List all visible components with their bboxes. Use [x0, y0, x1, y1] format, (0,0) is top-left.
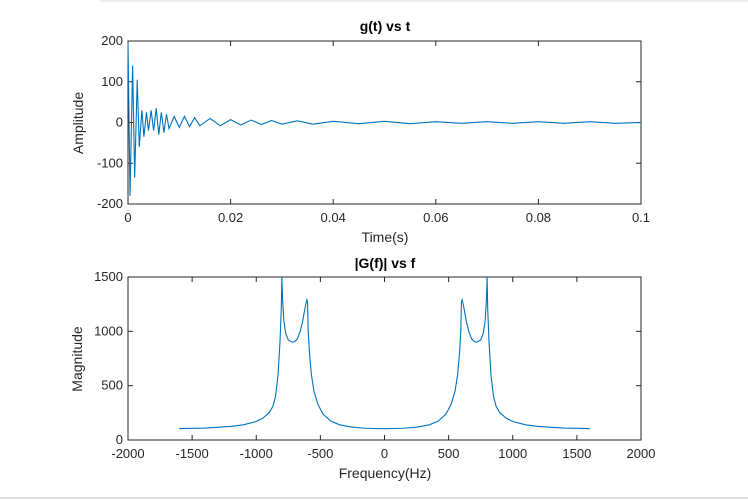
x-tick-label: 500: [438, 446, 460, 461]
x-tick-label: 0.08: [526, 210, 551, 225]
x-tick-label: 1500: [562, 446, 591, 461]
x-tick-label: -2000: [111, 446, 144, 461]
chart-title: g(t) vs t: [360, 18, 411, 34]
frequency-domain-plot: |G(f)| vs f -2000 -1500 -1000 -500 0 500 1000 1…: [69, 255, 655, 481]
series-line: [179, 276, 590, 430]
y-tick-label: -200: [97, 196, 123, 211]
y-tick-label: 0: [116, 432, 123, 447]
chart-title: |G(f)| vs f: [355, 255, 416, 271]
y-tick-label: 500: [101, 378, 123, 393]
x-tick-label: 0.1: [632, 210, 650, 225]
x-tick-label: 0: [381, 446, 388, 461]
y-tick-label: -100: [97, 155, 123, 170]
y-tick-label: 1000: [94, 323, 123, 338]
x-axis-label: Frequency(Hz): [339, 465, 432, 481]
y-tick-label: 200: [101, 33, 123, 48]
x-tick-label: 0: [124, 210, 131, 225]
y-axis-label: Magnitude: [69, 326, 85, 392]
x-tick-label: 2000: [627, 446, 656, 461]
series-group: [179, 276, 590, 430]
y-tick-label: 100: [101, 74, 123, 89]
time-domain-plot: g(t) vs t 0 0.02 0.04 0.06 0.08 0.1 -200 -100 0 1…: [70, 18, 650, 245]
x-tick-label: 0.04: [321, 210, 346, 225]
series-line: [127, 43, 642, 196]
x-axis-label: Time(s): [362, 229, 409, 245]
x-tick-label: -1500: [176, 446, 209, 461]
x-tick-label: 1000: [498, 446, 527, 461]
x-tick-label: 0.02: [218, 210, 243, 225]
tick-group: -2000 -1500 -1000 -500 0 500 1000 1500 2000 0 500 1…: [94, 269, 655, 461]
y-tick-label: 1500: [94, 269, 123, 284]
x-tick-label: -1000: [240, 446, 273, 461]
tick-group: 0 0.02 0.04 0.06 0.08 0.1 -200 -100 0 100 200: [97, 33, 650, 225]
x-tick-label: -500: [307, 446, 333, 461]
x-tick-label: 0.06: [423, 210, 448, 225]
series-group: [127, 43, 642, 196]
y-tick-label: 0: [116, 115, 123, 130]
y-axis-label: Amplitude: [70, 92, 86, 154]
plot-area-frame: [127, 276, 642, 441]
